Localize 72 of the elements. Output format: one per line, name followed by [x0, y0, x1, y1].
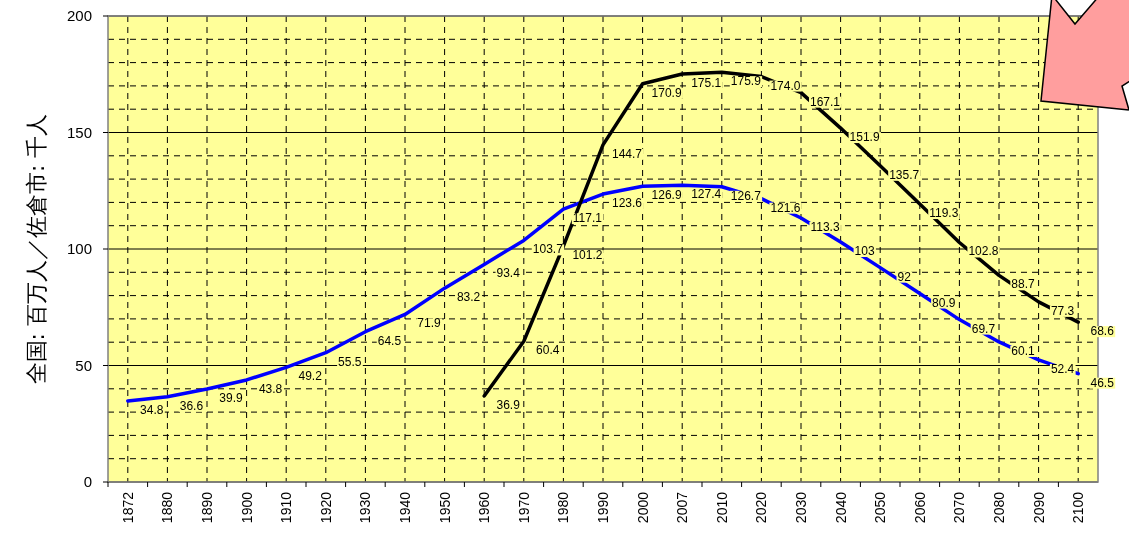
- data-label: 60.4: [536, 343, 560, 358]
- data-label: 36.6: [179, 398, 204, 413]
- data-label: 49.2: [298, 369, 323, 384]
- data-label: 69.7: [971, 321, 996, 336]
- data-label: 170.9: [651, 85, 682, 100]
- data-label: 102.8: [968, 244, 999, 259]
- x-tick-label: 1940: [397, 491, 413, 524]
- data-label: 175.1: [691, 76, 722, 91]
- x-tick-label: 2040: [832, 491, 849, 524]
- x-tick-label: 1960: [476, 491, 493, 524]
- data-label: 119.3: [929, 206, 959, 221]
- x-tick-label: 1990: [595, 491, 611, 524]
- y-tick-label: 200: [66, 7, 92, 24]
- x-tick-label: 1880: [159, 491, 176, 524]
- data-label: 88.7: [1011, 277, 1035, 292]
- data-label: 175.9: [730, 74, 762, 89]
- x-tick-label: 2060: [911, 491, 928, 524]
- data-label: 34.8: [140, 402, 164, 417]
- data-label: 135.7: [889, 167, 920, 182]
- x-tick-label: 2000: [634, 491, 651, 524]
- data-label: 93.4: [496, 266, 521, 281]
- data-label: 144.7: [611, 146, 643, 161]
- x-tick-label: 1950: [436, 491, 453, 524]
- data-label: 46.5: [1090, 375, 1115, 390]
- x-tick-label: 1910: [278, 491, 295, 524]
- data-label: 123.6: [611, 196, 643, 211]
- x-tick-label: 2030: [793, 491, 809, 524]
- x-tick-label: 2007: [674, 491, 691, 524]
- x-tick-label: 2050: [872, 491, 889, 524]
- y-axis-title: 全国: 百万人／佐倉市: 千人: [24, 113, 49, 385]
- y-tick-label: 100: [66, 240, 92, 257]
- data-label: 68.6: [1090, 324, 1115, 339]
- data-label: 126.9: [651, 188, 682, 203]
- x-tick-label: 1930: [357, 491, 374, 524]
- x-tick-label: 2010: [713, 491, 730, 524]
- data-label: 126.7: [730, 188, 762, 203]
- x-tick-label: 2090: [1030, 491, 1047, 524]
- data-label: 127.4: [691, 187, 722, 202]
- data-label: 71.9: [417, 316, 441, 331]
- x-tick-label: 2100: [1070, 491, 1087, 524]
- x-tick-label: 1872: [119, 491, 136, 524]
- x-tick-label: 2020: [753, 491, 770, 524]
- data-label: 52.4: [1050, 361, 1075, 376]
- y-tick-label: 150: [66, 123, 92, 141]
- y-tick-label: 50: [75, 356, 92, 374]
- x-tick-label: 1890: [199, 491, 215, 524]
- data-label: 113.3: [810, 220, 840, 235]
- data-label: 36.9: [496, 398, 521, 413]
- data-label: 39.9: [219, 391, 243, 406]
- data-label: 83.2: [456, 290, 481, 305]
- x-tick-label: 2080: [991, 491, 1007, 524]
- data-label: 55.5: [338, 354, 362, 369]
- data-label: 167.1: [809, 94, 841, 109]
- data-label: 92: [897, 269, 912, 284]
- x-tick-label: 1970: [515, 491, 532, 524]
- data-label: 151.9: [849, 130, 880, 145]
- x-tick-label: 1920: [317, 491, 334, 524]
- data-label: 64.5: [377, 333, 402, 348]
- data-label: 103.7: [532, 242, 564, 257]
- x-tick-label: 1980: [555, 491, 572, 524]
- y-tick-label: 0: [83, 473, 92, 490]
- x-tick-label: 1900: [238, 491, 255, 524]
- data-label: 80.9: [932, 295, 956, 310]
- x-tick-label: 2070: [951, 491, 968, 524]
- data-label: 43.8: [258, 381, 283, 396]
- data-label: 103: [854, 244, 875, 259]
- data-label: 101.2: [572, 248, 603, 263]
- data-label: 121.6: [770, 200, 801, 215]
- data-label: 117.1: [572, 211, 603, 226]
- data-label: 77.3: [1050, 303, 1075, 318]
- data-label: 60.1: [1011, 343, 1035, 358]
- data-label: 174.0: [770, 78, 801, 93]
